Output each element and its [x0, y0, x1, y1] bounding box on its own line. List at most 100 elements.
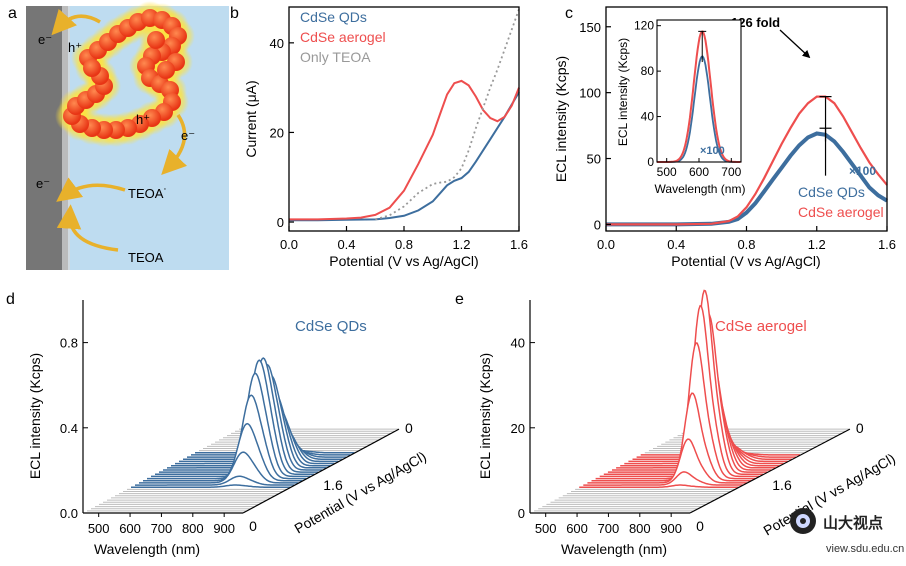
d-xtick-label-0: 500 [88, 521, 110, 536]
panel-e-y-label: ECL intensity (Kcps) [477, 353, 493, 479]
c-xtick-label-1: 0.4 [667, 237, 685, 252]
inset-x-label: Wavelength (nm) [655, 182, 746, 196]
e-ztick-label-1: 1.6 [772, 477, 792, 493]
electron-label-bottom: e⁻ [36, 176, 50, 191]
d-ytick-label-2: 0.8 [60, 336, 78, 351]
inset-xtick-label-1: 600 [689, 165, 709, 179]
c-xtick-label-0: 0.0 [597, 237, 615, 252]
b-xtick-label-4: 1.6 [510, 237, 528, 252]
e-ytick-label-0: 0 [518, 506, 525, 521]
inset-xtick-label-2: 700 [721, 165, 741, 179]
e-ztick-label-2: 0 [856, 420, 864, 436]
panel-d-y-label: ECL intensity (Kcps) [27, 353, 43, 479]
b-xtick-label-2: 0.8 [395, 237, 413, 252]
watermark-logo-pupil-icon [800, 518, 806, 524]
panel-label-d: d [6, 291, 15, 308]
panel-a-schematic: a e⁻ h⁺ h⁺ e⁻ e⁻ TEOA˙ TEOA [8, 1, 229, 270]
series-b-0-line [289, 91, 520, 222]
electron-label-mid: e⁻ [181, 128, 195, 143]
teoa-oxidation-arrow [56, 204, 119, 252]
panel-d-traces [83, 357, 399, 514]
electron-arrow-mid [56, 177, 126, 202]
panel-e-x-label: Wavelength (nm) [561, 541, 667, 557]
panel-e-traces [530, 289, 850, 514]
panel-label-b: b [230, 5, 239, 22]
panel-label-a: a [8, 5, 17, 22]
electrode-edge [62, 6, 70, 270]
fold-arrow-main [779, 29, 811, 59]
e-ztick-label-0: 0 [696, 518, 704, 534]
c-ytick-label-1: 50 [587, 152, 601, 167]
d-trace-12 [131, 484, 291, 488]
d-trace-fill-15 [143, 423, 303, 481]
b-xtick-label-3: 1.2 [452, 237, 470, 252]
e-xtick-label-2: 700 [598, 521, 620, 536]
panel-b-y-label: Current (μA) [243, 80, 259, 157]
e-xtick-label-3: 800 [629, 521, 651, 536]
b-ytick-label-0: 0 [277, 215, 284, 230]
series-b-2-line [375, 8, 520, 221]
e-trace-12 [579, 484, 739, 488]
d-ztick-label-1: 1.6 [323, 477, 343, 493]
series-c-0-line [606, 131, 889, 227]
series-b-1-line [289, 79, 520, 221]
inset-ytick-label-0: 0 [647, 155, 654, 169]
b-xtick-label-0: 0.0 [280, 237, 298, 252]
d-z-axis [242, 428, 400, 514]
panel-c-x-label: Potential (V vs Ag/AgCl) [671, 253, 820, 269]
d-trace-fill-19 [159, 358, 319, 473]
inset-xtick-label-0: 500 [657, 165, 677, 179]
electron-label-top: e⁻ [38, 32, 52, 47]
d-xtick-label-1: 600 [119, 521, 141, 536]
teoa-radical-label: TEOA˙ [128, 186, 168, 201]
panel-label-c: c [565, 5, 573, 22]
d-trace-14 [139, 451, 299, 484]
d-trace-fill-13 [135, 476, 295, 486]
panel-c-inset: 500 600 700 0 40 80 120 Wavelength (nm) ECL in… [616, 19, 745, 196]
d-trace-fill-16 [147, 395, 307, 479]
inset-ytick-label-1: 40 [641, 110, 655, 124]
fold-annotation: 126 fold [731, 15, 780, 30]
c-xtick-label-2: 0.8 [737, 237, 755, 252]
panel-b-ticks: 0.0 0.4 0.8 1.2 1.6 0 20 40 [270, 36, 529, 252]
d-xtick-label-3: 800 [182, 521, 204, 536]
c-ytick-label-0: 0 [594, 217, 601, 232]
panel-c-ecl-chart: c 0.0 0.4 0.8 1.2 1.6 0 50 100 150 Potential (V … [553, 5, 896, 269]
d-trace-fill-18 [155, 360, 315, 475]
panel-e-axes: 0 20 40 500 600 700 800 900 0 1.6 0 [511, 300, 864, 536]
panel-c-y-label: ECL intensity (Kcps) [553, 56, 569, 182]
panel-d-3d-chart: d 0.0 0.4 0.8 500 600 700 800 900 0 1.6 0 ECL inte… [6, 291, 429, 557]
panel-e-series-label: CdSe aerogel [715, 318, 807, 335]
c-ytick-label-2: 100 [579, 86, 601, 101]
legend-b-teoa: Only TEOA [300, 49, 371, 65]
d-xtick-label-2: 700 [151, 521, 173, 536]
e-xtick-label-0: 500 [535, 521, 557, 536]
e-trace-14 [587, 438, 747, 484]
inset-ytick-label-3: 120 [634, 19, 654, 33]
watermark: 山大视点 view.sdu.edu.cn [790, 508, 904, 555]
aerogel-network [55, 1, 195, 147]
d-trace-13 [135, 475, 295, 486]
legend-c-qds: CdSe QDs [798, 184, 865, 200]
hole-label-mid: h⁺ [136, 112, 150, 127]
panel-b-x-label: Potential (V vs Ag/AgCl) [329, 253, 478, 269]
d-trace-15 [143, 422, 303, 482]
aerogel-particle-33 [147, 31, 165, 49]
hole-transfer-arrow [161, 114, 188, 176]
panel-d-axes: 0.0 0.4 0.8 500 600 700 800 900 0 1.6 0 [60, 300, 413, 536]
electron-arrow-top [51, 8, 101, 36]
panel-b-cv-chart: b 0.0 0.4 0.8 1.2 1.6 0 20 40 Potential (V vs A… [230, 5, 528, 269]
panel-b-series [289, 8, 520, 222]
e-ytick-label-1: 20 [511, 421, 525, 436]
d-trace-fill-21 [167, 375, 327, 468]
teoa-label: TEOA [128, 250, 164, 265]
scale-factor-label-c: ×100 [849, 164, 876, 178]
e-trace-13 [583, 471, 743, 486]
panel-c-ticks: 0.0 0.4 0.8 1.2 1.6 0 50 100 150 [579, 20, 896, 252]
e-ytick-label-2: 40 [511, 336, 525, 351]
legend-c-aerogel: CdSe aerogel [798, 204, 884, 220]
e-z-axis [689, 428, 851, 514]
d-trace-fill-20 [163, 364, 323, 470]
legend-b-qds: CdSe QDs [300, 9, 367, 25]
